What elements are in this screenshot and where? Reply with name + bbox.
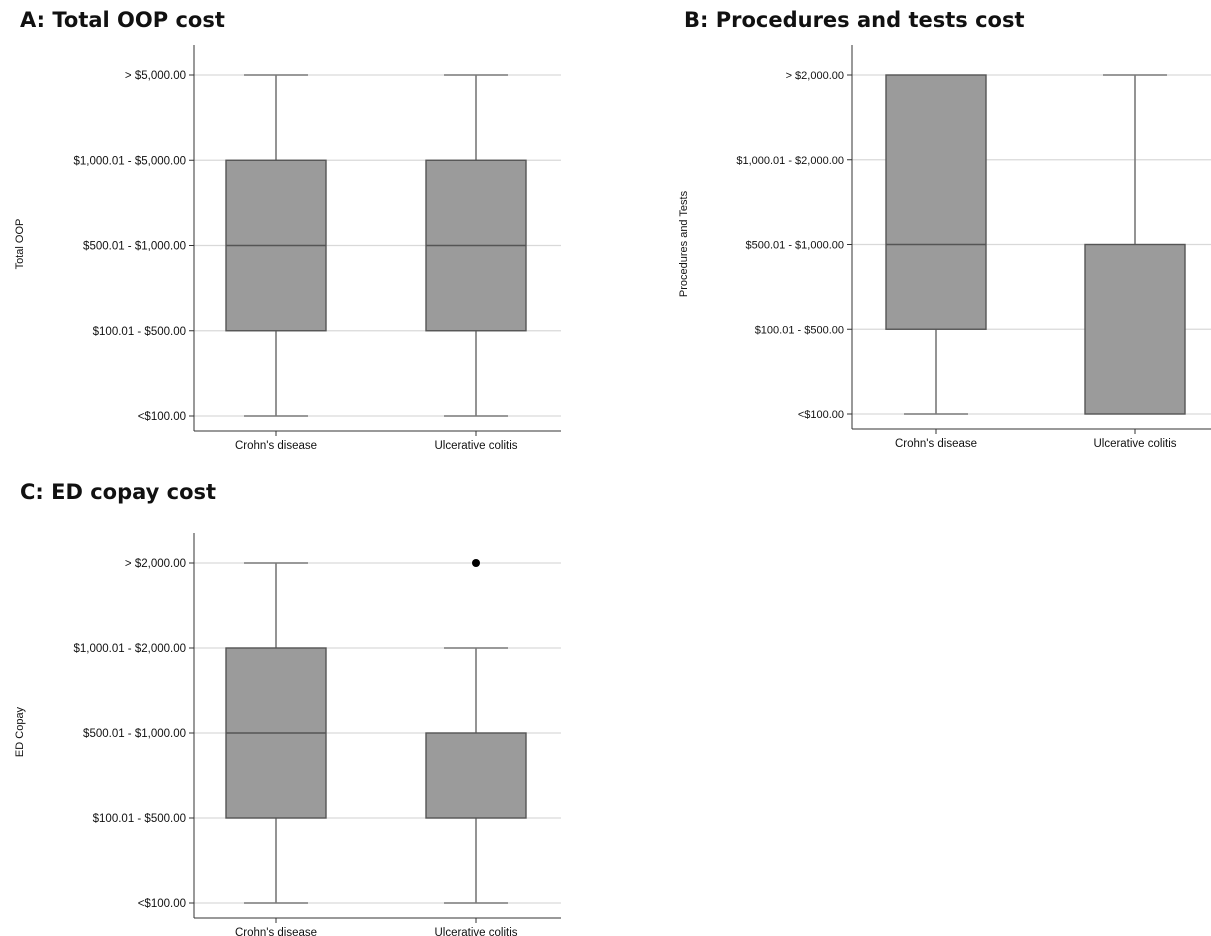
- panel-c-x-tick-label: Ulcerative colitis: [434, 927, 517, 936]
- panel-b-title: B: Procedures and tests cost: [684, 8, 1025, 32]
- panel-c-outlier-point: [472, 559, 480, 567]
- panel-b-x-tick-label: Ulcerative colitis: [1093, 438, 1176, 450]
- panel-a-y-tick-label: $100.01 - $500.00: [93, 326, 186, 338]
- panel-b-y-tick-label: $1,000.01 - $2,000.00: [736, 155, 844, 167]
- panel-a-y-tick-label: <$100.00: [138, 411, 186, 423]
- panel-a-x-tick-label: Crohn's disease: [235, 440, 317, 452]
- panel-c-y-tick-label: $1,000.01 - $2,000.00: [73, 643, 186, 655]
- panel-b-y-tick-label: <$100.00: [798, 409, 844, 421]
- panel-a-x-tick-label: Ulcerative colitis: [434, 440, 517, 452]
- panel-a-title: A: Total OOP cost: [20, 8, 225, 32]
- panel-c-y-tick-label: > $2,000.00: [125, 558, 186, 570]
- panel-c-x-tick-label: Crohn's disease: [235, 927, 317, 936]
- panel-b-box: [1084, 243, 1186, 415]
- panel-b-y-tick-label: $100.01 - $500.00: [755, 324, 844, 336]
- panel-c-y-tick-label: $100.01 - $500.00: [93, 813, 186, 825]
- panel-c-y-tick-label: $500.01 - $1,000.00: [83, 728, 186, 740]
- panel-b-y-tick-label: $500.01 - $1,000.00: [746, 240, 844, 252]
- panel-b-box: [885, 74, 987, 330]
- panel-c-y-tick-label: <$100.00: [138, 898, 186, 910]
- panel-b-x-tick-label: Crohn's disease: [895, 438, 977, 450]
- panel-a-y-tick-label: > $5,000.00: [125, 70, 186, 82]
- panel-a-y-tick-label: $1,000.01 - $5,000.00: [73, 155, 186, 167]
- panel-c-title: C: ED copay cost: [20, 480, 217, 504]
- panel-a-y-tick-label: $500.01 - $1,000.00: [83, 241, 186, 253]
- panel-b-y-tick-label: > $2,000.00: [786, 70, 844, 82]
- panel-c-box: [425, 732, 527, 819]
